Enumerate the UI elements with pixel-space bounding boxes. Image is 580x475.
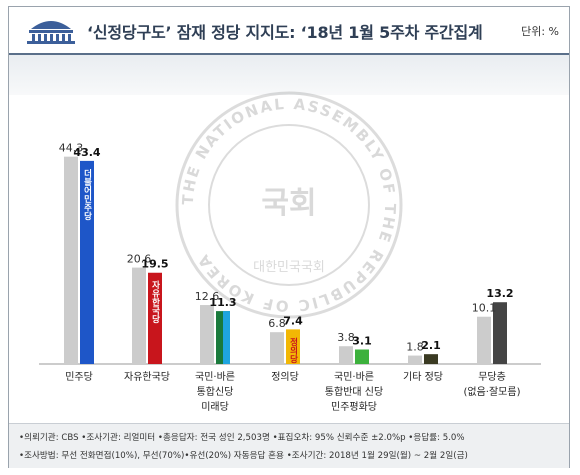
category-label-2-2: 미래당 — [201, 401, 229, 413]
bar-current-accent-2 — [223, 311, 230, 364]
bar-prev-6 — [477, 316, 491, 364]
national-assembly-logo-icon — [27, 21, 75, 44]
value-label-prev-4: 3.8 — [337, 331, 355, 344]
bar-prev-2 — [200, 305, 214, 364]
chart-frame: ‘신정당구도’ 잠재 정당 지지도: ‘18년 1월 5주차 주간집계 단위: … — [8, 6, 570, 468]
national-assembly-seal-watermark-icon: THE NATIONAL ASSEMBLY OF THE REPUBLIC OF… — [175, 91, 403, 319]
bar-current-5 — [424, 354, 438, 364]
value-label-current-0: 43.4 — [73, 146, 100, 159]
value-label-prev-3: 6.8 — [268, 317, 286, 330]
watermark-center-text: 국회 — [261, 186, 316, 221]
header: ‘신정당구도’ 잠재 정당 지지도: ‘18년 1월 5주차 주간집계 단위: … — [9, 7, 569, 55]
note-line-2: •조사방법: 무선 전화면접(10%), 무선(70%)•유선(20%) 자동응… — [19, 451, 468, 461]
value-label-current-3: 7.4 — [283, 314, 303, 327]
value-label-current-1: 19.5 — [141, 258, 168, 271]
value-label-prev-2: 12.6 — [195, 290, 220, 303]
value-label-prev-6: 10.1 — [472, 302, 497, 315]
value-label-current-5: 2.1 — [421, 339, 441, 352]
bar-chart: 44.343.4더불어민주당민주당20.619.5자유한국당자유한국당12.61… — [39, 142, 541, 413]
bar-label-3: 정의당 — [288, 337, 298, 364]
category-label-5-0: 기타 정당 — [403, 371, 443, 383]
value-label-current-2: 11.3 — [209, 296, 236, 309]
bar-label-0: 더불어민주당 — [82, 168, 92, 221]
category-label-4-1: 통합반대 신당 — [325, 386, 383, 398]
category-label-2-0: 국민·바른 — [195, 371, 235, 383]
value-label-prev-1: 20.6 — [127, 253, 152, 266]
value-label-prev-0: 44.3 — [59, 142, 84, 155]
bar-current-1 — [148, 272, 162, 364]
bar-current-3 — [286, 329, 300, 364]
category-label-4-0: 국민·바른 — [334, 371, 374, 383]
bar-prev-1 — [132, 267, 146, 364]
category-label-0-0: 민주당 — [65, 371, 93, 383]
page-title: ‘신정당구도’ 잠재 정당 지지도: ‘18년 1월 5주차 주간집계 — [87, 23, 483, 42]
category-label-4-2: 민주평화당 — [331, 401, 377, 413]
bar-prev-5 — [408, 355, 422, 364]
value-label-prev-5: 1.8 — [406, 341, 424, 354]
category-label-2-1: 통합신당 — [197, 386, 234, 398]
value-label-current-6: 13.2 — [486, 287, 513, 300]
value-label-current-4: 3.1 — [352, 334, 372, 347]
notes-panel: •의뢰기관: CBS •조사기관: 리얼미터 •총응답자: 전국 성인 2,50… — [9, 423, 569, 468]
bar-prev-4 — [339, 346, 353, 364]
category-label-6-0: 무당층 — [478, 371, 506, 383]
category-label-6-1: (없음·잘모름) — [464, 385, 521, 398]
category-label-1-0: 자유한국당 — [124, 371, 170, 383]
header-band — [9, 55, 569, 95]
bar-label-1: 자유한국당 — [150, 280, 160, 324]
bar-prev-3 — [270, 332, 284, 364]
unit-label: 단위: % — [521, 25, 559, 38]
bar-current-4 — [355, 349, 369, 364]
note-line-1: •의뢰기관: CBS •조사기관: 리얼미터 •총응답자: 전국 성인 2,50… — [19, 433, 465, 443]
category-label-3-0: 정의당 — [271, 371, 299, 383]
bar-prev-0 — [64, 156, 78, 364]
bar-current-6 — [493, 302, 507, 364]
watermark-lower-text: 대한민국국회 — [253, 260, 325, 275]
bar-current-0 — [80, 160, 94, 364]
